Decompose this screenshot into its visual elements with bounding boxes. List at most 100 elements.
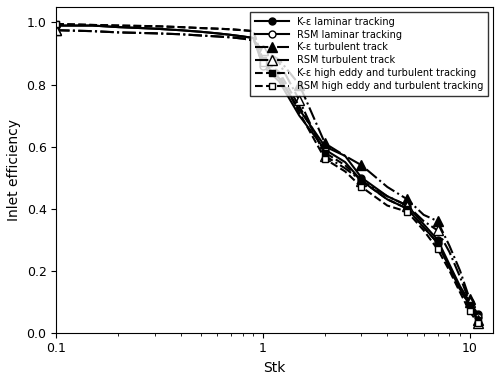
RSM high eddy and turbulent tracking: [466, 309, 472, 313]
RSM turbulent track: [404, 203, 410, 208]
RSM laminar tracking: [250, 36, 256, 40]
RSM laminar tracking: [446, 265, 452, 270]
K-ε laminar tracking: [475, 312, 481, 316]
RSM turbulent track: [358, 178, 364, 183]
RSM high eddy and turbulent tracking: [90, 23, 96, 27]
K-ε high eddy and turbulent tracking: [358, 178, 364, 183]
K-ε high eddy and turbulent tracking: [322, 151, 328, 155]
K-ε turbulent track: [116, 30, 121, 35]
RSM laminar tracking: [260, 64, 266, 68]
RSM laminar tracking: [198, 29, 203, 34]
K-ε laminar tracking: [358, 175, 364, 180]
RSM turbulent track: [228, 35, 234, 40]
RSM laminar tracking: [240, 34, 246, 39]
K-ε laminar tracking: [240, 34, 246, 39]
Line: RSM turbulent track: RSM turbulent track: [52, 25, 483, 329]
K-ε laminar tracking: [420, 222, 426, 227]
RSM turbulent track: [384, 194, 390, 199]
K-ε laminar tracking: [296, 107, 302, 112]
RSM turbulent track: [178, 32, 184, 37]
K-ε high eddy and turbulent tracking: [404, 206, 410, 211]
K-ε turbulent track: [434, 219, 440, 223]
K-ε laminar tracking: [404, 203, 410, 208]
K-ε turbulent track: [466, 296, 472, 301]
RSM laminar tracking: [457, 287, 463, 291]
Line: K-ε high eddy and turbulent tracking: K-ε high eddy and turbulent tracking: [53, 21, 482, 324]
K-ε turbulent track: [296, 82, 302, 87]
RSM turbulent track: [342, 166, 348, 171]
K-ε high eddy and turbulent tracking: [250, 29, 256, 34]
RSM high eddy and turbulent tracking: [228, 27, 234, 32]
RSM high eddy and turbulent tracking: [116, 23, 121, 28]
RSM laminar tracking: [342, 160, 348, 164]
K-ε high eddy and turbulent tracking: [152, 24, 158, 29]
K-ε turbulent track: [178, 32, 184, 37]
RSM laminar tracking: [116, 25, 121, 29]
K-ε laminar tracking: [434, 237, 440, 242]
RSM high eddy and turbulent tracking: [198, 26, 203, 30]
RSM laminar tracking: [53, 23, 59, 28]
K-ε high eddy and turbulent tracking: [434, 241, 440, 245]
RSM laminar tracking: [420, 225, 426, 230]
K-ε laminar tracking: [198, 29, 203, 34]
K-ε turbulent track: [152, 31, 158, 36]
K-ε laminar tracking: [276, 76, 282, 81]
RSM high eddy and turbulent tracking: [322, 157, 328, 161]
K-ε turbulent track: [198, 33, 203, 38]
RSM laminar tracking: [358, 178, 364, 183]
RSM high eddy and turbulent tracking: [214, 26, 220, 31]
RSM turbulent track: [434, 228, 440, 233]
RSM laminar tracking: [466, 303, 472, 307]
RSM high eddy and turbulent tracking: [276, 73, 282, 78]
RSM laminar tracking: [90, 23, 96, 28]
K-ε high eddy and turbulent tracking: [446, 265, 452, 270]
RSM high eddy and turbulent tracking: [404, 209, 410, 214]
RSM high eddy and turbulent tracking: [446, 269, 452, 273]
K-ε turbulent track: [342, 154, 348, 158]
RSM high eddy and turbulent tracking: [434, 247, 440, 251]
K-ε laminar tracking: [152, 26, 158, 31]
K-ε high eddy and turbulent tracking: [276, 70, 282, 74]
RSM laminar tracking: [228, 32, 234, 37]
RSM turbulent track: [322, 154, 328, 158]
K-ε turbulent track: [446, 244, 452, 248]
Y-axis label: Inlet efficiency: Inlet efficiency: [7, 119, 21, 221]
RSM laminar tracking: [475, 315, 481, 320]
K-ε laminar tracking: [53, 23, 59, 28]
K-ε high eddy and turbulent tracking: [178, 25, 184, 29]
K-ε laminar tracking: [214, 31, 220, 36]
K-ε turbulent track: [475, 318, 481, 323]
RSM turbulent track: [276, 60, 282, 65]
RSM turbulent track: [198, 33, 203, 38]
RSM laminar tracking: [214, 31, 220, 36]
K-ε laminar tracking: [228, 32, 234, 37]
K-ε high eddy and turbulent tracking: [457, 287, 463, 291]
RSM high eddy and turbulent tracking: [384, 203, 390, 208]
K-ε turbulent track: [276, 57, 282, 62]
RSM turbulent track: [466, 299, 472, 304]
RSM turbulent track: [214, 34, 220, 39]
K-ε high eddy and turbulent tracking: [420, 225, 426, 230]
RSM high eddy and turbulent tracking: [420, 228, 426, 233]
K-ε high eddy and turbulent tracking: [198, 26, 203, 30]
K-ε high eddy and turbulent tracking: [228, 27, 234, 32]
K-ε turbulent track: [240, 36, 246, 41]
K-ε high eddy and turbulent tracking: [475, 318, 481, 323]
RSM high eddy and turbulent tracking: [178, 25, 184, 29]
RSM laminar tracking: [322, 147, 328, 152]
RSM high eddy and turbulent tracking: [152, 24, 158, 29]
Line: K-ε laminar tracking: K-ε laminar tracking: [53, 22, 482, 317]
X-axis label: Stk: Stk: [264, 361, 286, 375]
K-ε high eddy and turbulent tracking: [214, 26, 220, 31]
Line: K-ε turbulent track: K-ε turbulent track: [52, 25, 483, 325]
RSM turbulent track: [260, 48, 266, 53]
RSM laminar tracking: [434, 241, 440, 245]
K-ε turbulent track: [420, 212, 426, 217]
RSM turbulent track: [457, 275, 463, 279]
RSM turbulent track: [250, 38, 256, 43]
K-ε turbulent track: [214, 34, 220, 39]
RSM turbulent track: [116, 30, 121, 35]
RSM turbulent track: [152, 31, 158, 36]
K-ε laminar tracking: [250, 36, 256, 40]
RSM laminar tracking: [276, 79, 282, 84]
